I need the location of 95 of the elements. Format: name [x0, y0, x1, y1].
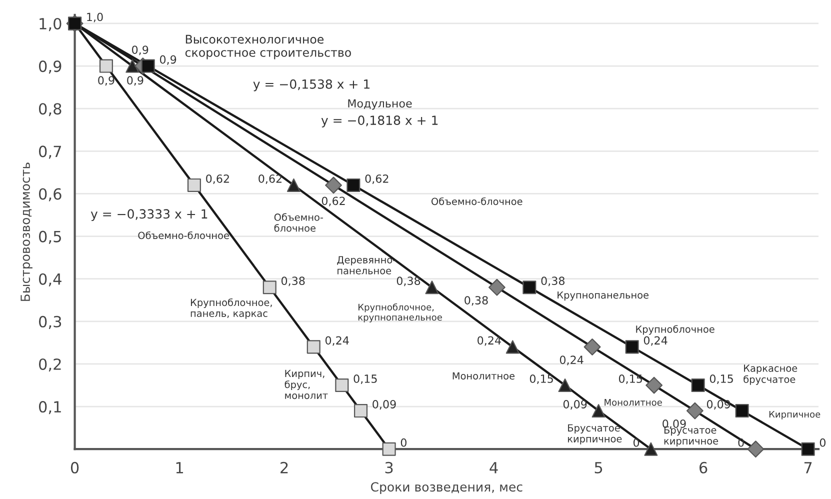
- point: [126, 59, 140, 73]
- annotation: y = −0,1538 x + 1: [253, 79, 370, 92]
- data-label: 1,0: [87, 12, 103, 22]
- y-axis-title: Быстровозводимость: [20, 162, 32, 301]
- data-label: 0,38: [396, 276, 420, 286]
- annotation: Каркасное брусчатое: [744, 364, 798, 385]
- annotation: Кирпичное: [769, 410, 820, 420]
- annotation: Кирпич, брус, монолит: [284, 370, 328, 400]
- annotation: Крупноблочное, крупнопанельное: [358, 303, 442, 322]
- y-tick-label: 0,9: [39, 60, 62, 74]
- x-tick-label: 4: [490, 462, 498, 474]
- data-label: 0,62: [258, 174, 282, 184]
- data-label: 0,09: [372, 400, 396, 410]
- annotation: Крупноблочное: [636, 325, 714, 335]
- annotation: y = −0,1818 x + 1: [321, 116, 438, 128]
- data-label: 0,24: [560, 356, 584, 366]
- point: [584, 338, 601, 356]
- point: [686, 402, 704, 420]
- x-tick-label: 0: [70, 462, 79, 474]
- annotation: Объемно-блочное: [138, 231, 229, 240]
- data-label: 0: [738, 438, 744, 447]
- point: [346, 178, 360, 192]
- y-tick-label: 0,8: [39, 103, 62, 116]
- point: [335, 378, 349, 392]
- y-tick-label: 0,4: [39, 273, 62, 286]
- point: [625, 340, 639, 354]
- data-label: 0,62: [206, 174, 229, 184]
- data-label: 0,62: [322, 196, 345, 206]
- x-tick-label: 2: [280, 462, 288, 474]
- point: [801, 442, 815, 456]
- point: [425, 280, 439, 294]
- point: [382, 442, 396, 456]
- point: [691, 378, 705, 392]
- y-tick-label: 0,2: [39, 358, 61, 372]
- data-label: 0: [400, 438, 406, 447]
- data-label: 0,62: [365, 174, 388, 184]
- point: [747, 440, 764, 458]
- point: [506, 340, 520, 354]
- point: [141, 59, 155, 73]
- point: [286, 178, 300, 192]
- point: [735, 404, 749, 418]
- y-tick-label: 0,7: [39, 146, 61, 159]
- point: [262, 280, 276, 294]
- point: [306, 340, 320, 354]
- data-label: 0,15: [354, 374, 377, 384]
- data-label: 0,24: [478, 336, 501, 346]
- annotation: y = −0,3333 x + 1: [90, 209, 208, 222]
- data-label: 0,15: [710, 374, 733, 384]
- annotation: Монолитное: [604, 399, 662, 406]
- data-label: 0,24: [644, 336, 668, 346]
- data-label: 0,9: [132, 46, 148, 56]
- data-label: 0,24: [325, 336, 349, 346]
- x-tick-label: 5: [594, 462, 602, 474]
- data-label: 0,15: [618, 374, 642, 384]
- y-tick-label: 0,6: [39, 188, 62, 202]
- data-label: 0,9: [98, 76, 114, 86]
- annotation: Крупноблочное, панель, каркас: [190, 298, 272, 319]
- data-label: 0,38: [541, 276, 565, 286]
- annotation: Брусчатое кирпичное: [568, 424, 622, 444]
- point: [522, 280, 536, 294]
- point: [488, 278, 506, 296]
- y-tick-label: 1,0: [40, 18, 62, 32]
- point: [592, 404, 606, 418]
- x-tick-label: 7: [804, 462, 812, 474]
- annotation: Крупнопанельное: [558, 291, 649, 301]
- data-label: 0,38: [464, 296, 488, 306]
- x-tick-label: 6: [700, 462, 708, 474]
- y-tick-label: 0,5: [39, 230, 61, 244]
- y-tick-label: 0,3: [39, 316, 62, 329]
- y-tick-label: 0,1: [39, 401, 61, 414]
- data-label: 0,09: [662, 420, 686, 430]
- annotation: Монолитное: [452, 372, 515, 380]
- x-tick-label: 3: [385, 462, 393, 474]
- point: [644, 442, 658, 456]
- point: [187, 178, 201, 192]
- data-label: 0: [633, 438, 640, 447]
- data-label: 0,9: [127, 76, 144, 86]
- data-label: 0,9: [160, 55, 176, 65]
- annotation: Объемно- блочное: [274, 213, 323, 232]
- annotation: Деревянно- панельное: [337, 256, 396, 274]
- point: [646, 376, 663, 394]
- point: [325, 176, 342, 194]
- annotation: Модульное: [348, 99, 412, 110]
- data-label: 0,09: [563, 400, 587, 410]
- data-label: 0,09: [706, 400, 730, 410]
- annotation: Высокотехнологичное скоростное строительство: [185, 34, 351, 60]
- data-label: 0: [820, 438, 826, 447]
- annotation: Объемно-блочное: [431, 197, 522, 206]
- x-tick-label: 1: [176, 462, 183, 474]
- data-label: 0,38: [281, 276, 305, 286]
- point: [354, 404, 368, 418]
- data-label: 0,15: [530, 374, 553, 384]
- x-axis-title: Сроки возведения, мес: [370, 482, 522, 494]
- point: [558, 378, 572, 392]
- point: [99, 59, 113, 73]
